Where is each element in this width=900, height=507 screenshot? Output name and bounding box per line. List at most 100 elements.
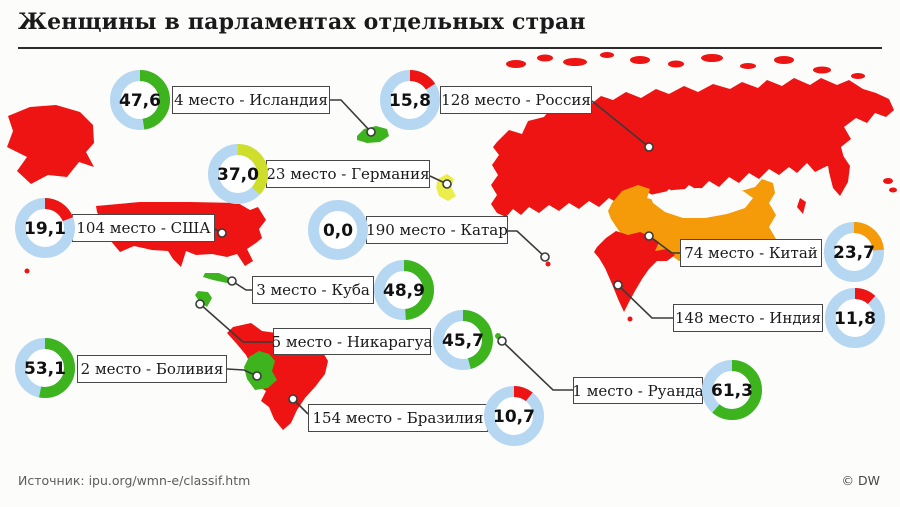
donut-chart-cuba: 48,9 — [374, 260, 434, 320]
donut-chart-russia: 15,8 — [380, 70, 440, 130]
arctic-island — [813, 66, 831, 74]
rank-label-text: 190 место - Катар — [366, 221, 508, 239]
donut-arc — [825, 288, 885, 348]
rank-label-text: 154 место - Бразилия — [312, 409, 484, 427]
donut-arc — [702, 360, 762, 420]
rank-label-text: 128 место - Россия — [441, 91, 591, 109]
map-marker-qatar — [540, 252, 550, 262]
map-marker-india — [613, 280, 623, 290]
arctic-island — [701, 54, 723, 62]
donut-chart-bolivia: 53,1 — [15, 338, 75, 398]
donut-arc — [374, 260, 434, 320]
map-country-qatar — [545, 261, 551, 267]
arctic-island — [668, 60, 684, 68]
donut-value: 45,7 — [442, 331, 484, 351]
donut-chart-usa: 19,1 — [15, 198, 75, 258]
map-region-sakhalin — [797, 198, 806, 214]
donut-value: 23,7 — [833, 243, 875, 263]
rank-label-text: 3 место - Куба — [256, 281, 370, 299]
rank-label-text: 2 место - Боливия — [80, 360, 224, 378]
arctic-island — [600, 52, 614, 58]
map-marker-cuba — [227, 276, 237, 286]
rank-label-text: 5 место - Никарагуа — [271, 332, 433, 351]
pacific-island — [889, 187, 897, 193]
arctic-island — [506, 60, 526, 68]
connector-russia — [591, 100, 650, 148]
donut-chart-brazil: 10,7 — [484, 386, 544, 446]
donut-arc — [380, 70, 440, 130]
connector-rwanda — [501, 340, 573, 391]
page-title: Женщины в парламентах отдельных стран — [18, 9, 586, 35]
arctic-island — [537, 54, 553, 62]
rank-label-qatar: 190 место - Катар — [366, 216, 508, 244]
donut-value: 0,0 — [323, 221, 353, 241]
connector-cuba — [231, 280, 252, 291]
map-island-srilanka — [627, 316, 633, 322]
donut-chart-iceland: 47,6 — [110, 70, 170, 130]
donut-chart-china: 23,7 — [824, 222, 884, 282]
source-note: Источник: ipu.org/wmn-e/classif.htm — [18, 473, 251, 488]
title-divider — [18, 47, 882, 49]
map-marker-bolivia — [252, 371, 262, 381]
rank-label-iceland: 4 место - Исландия — [172, 86, 330, 114]
map-marker-iceland — [366, 127, 376, 137]
map-marker-rwanda — [497, 336, 507, 346]
donut-chart-rwanda: 61,3 — [702, 360, 762, 420]
donut-arc — [208, 144, 268, 204]
map-region-kamchatka — [827, 148, 850, 196]
rank-label-germany: 23 место - Германия — [266, 160, 430, 188]
donut-value: 10,7 — [493, 407, 535, 427]
rank-label-cuba: 3 место - Куба — [252, 276, 374, 304]
arctic-island — [740, 63, 756, 69]
arctic-island — [851, 73, 865, 79]
donut-arc — [824, 222, 884, 282]
donut-value: 15,8 — [389, 91, 431, 111]
donut-value: 47,6 — [119, 91, 161, 111]
rank-label-text: 4 место - Исландия — [174, 91, 328, 109]
map-country-india — [594, 231, 675, 312]
connector-qatar — [508, 230, 546, 258]
rank-label-rwanda: 1 место - Руанда — [572, 377, 704, 404]
connector-nicaragua — [199, 303, 273, 343]
connector-iceland — [330, 99, 372, 133]
arctic-island — [630, 56, 650, 64]
dw-credit: © DW — [841, 473, 880, 488]
rank-label-text: 104 место - США — [76, 219, 211, 237]
rank-label-russia: 128 место - Россия — [440, 86, 592, 114]
connector-china — [648, 235, 680, 254]
donut-value: 53,1 — [24, 359, 66, 379]
rank-label-brazil: 154 место - Бразилия — [308, 404, 488, 432]
rank-label-bolivia: 2 место - Боливия — [77, 355, 227, 383]
connector-layer — [195, 99, 680, 415]
rank-label-text: 74 место - Китай — [684, 244, 818, 262]
arctic-island — [563, 58, 587, 66]
rank-label-nicaragua: 5 место - Никарагуа — [271, 328, 433, 355]
arctic-island — [774, 56, 794, 64]
map-region-alaska — [7, 105, 94, 184]
map-marker-russia — [644, 142, 654, 152]
donut-value: 48,9 — [383, 281, 425, 301]
donut-value: 11,8 — [834, 309, 876, 329]
map-marker-usa — [217, 228, 227, 238]
pacific-island — [883, 178, 893, 184]
donut-arc — [433, 310, 493, 370]
donut-chart-india: 11,8 — [825, 288, 885, 348]
donut-arc — [15, 198, 75, 258]
map-marker-germany — [442, 179, 452, 189]
donut-value: 61,3 — [711, 381, 753, 401]
map-marker-nicaragua — [195, 299, 205, 309]
map-island-hawaii — [24, 268, 30, 274]
rank-label-india: 148 место - Индия — [673, 304, 823, 332]
map-country-cuba — [203, 273, 230, 283]
rank-label-china: 74 место - Китай — [680, 239, 822, 267]
map-marker-brazil — [288, 394, 298, 404]
rank-label-usa: 104 место - США — [72, 214, 215, 242]
donut-value: 19,1 — [24, 219, 66, 239]
donut-value: 37,0 — [217, 165, 259, 185]
map-region-gap — [650, 188, 753, 218]
rank-label-text: 1 место - Руанда — [572, 381, 704, 400]
map-marker-china — [644, 231, 654, 241]
rank-label-text: 148 место - Индия — [674, 309, 822, 327]
rank-label-text: 23 место - Германия — [266, 165, 430, 183]
